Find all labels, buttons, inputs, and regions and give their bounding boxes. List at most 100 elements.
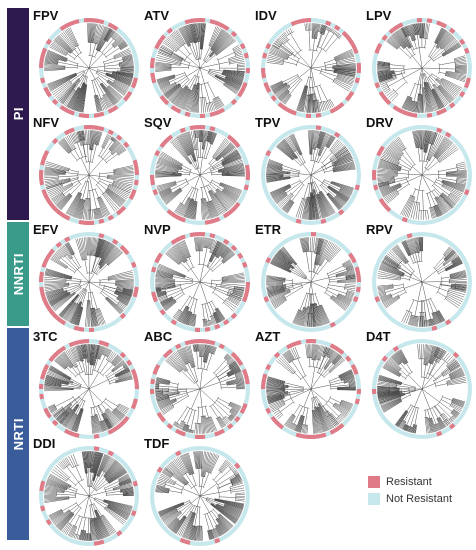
resistant-segment <box>226 209 234 216</box>
resistant-segment <box>111 105 119 112</box>
resistant-segment <box>41 261 48 268</box>
resistant-segment <box>132 373 138 380</box>
resistant-segment <box>374 82 381 89</box>
resistant-segment <box>133 164 139 171</box>
resistant-segment <box>378 197 385 205</box>
resistant-segment <box>111 24 119 31</box>
resistant-segment <box>329 428 336 435</box>
resistant-segment <box>48 308 55 316</box>
resistant-segment <box>55 348 63 355</box>
tree-branches <box>266 237 356 327</box>
resistant-segment <box>337 209 345 216</box>
resistant-segment <box>159 308 166 316</box>
phylogenetic-tree <box>150 232 250 332</box>
group-label-nnrti: NNRTI <box>10 252 26 296</box>
resistant-segment <box>345 355 352 363</box>
resistant-segment <box>184 539 191 545</box>
resistant-segment <box>392 345 400 352</box>
resistant-segment <box>243 184 249 191</box>
tree-panel-ddi: DDI <box>33 436 143 548</box>
resistant-segment <box>166 423 174 430</box>
resistant-segment <box>43 193 50 200</box>
resistant-segment <box>45 518 52 526</box>
resistant-segment <box>273 419 281 427</box>
resistant-segment <box>234 201 241 209</box>
resistant-segment <box>162 351 170 359</box>
resistant-segment <box>459 38 466 46</box>
resistant-segment <box>381 34 388 42</box>
resistant-segment <box>43 86 50 93</box>
resistant-segment <box>51 205 59 213</box>
resistant-segment <box>107 22 114 29</box>
resistant-segment <box>119 312 127 320</box>
resistant-segment <box>241 261 248 268</box>
resistant-segment <box>119 419 127 427</box>
tree-branches <box>44 23 134 113</box>
resistant-segment <box>170 319 178 326</box>
resistant-segment <box>39 286 45 293</box>
resistant-segment <box>239 43 246 50</box>
resistant-segment <box>300 433 307 439</box>
resistant-segment <box>68 20 75 27</box>
resistant-segment <box>154 257 161 264</box>
resistant-segment <box>39 179 45 186</box>
resistant-segment <box>55 241 63 248</box>
resistant-segment <box>329 321 336 328</box>
resistant-segment <box>150 57 156 64</box>
resistant-segment <box>93 446 100 452</box>
resistant-segment <box>392 24 400 31</box>
resistant-segment <box>261 378 267 385</box>
resistant-segment <box>189 232 196 238</box>
resistant-segment <box>159 141 166 149</box>
resistant-segment <box>277 423 285 430</box>
resistant-segment <box>209 218 216 224</box>
tree-branches <box>377 130 467 220</box>
resistant-segment <box>98 19 105 25</box>
resistant-segment <box>286 107 293 114</box>
resistant-segment <box>133 378 139 385</box>
resistant-segment <box>350 364 357 371</box>
resistant-segment <box>286 343 293 350</box>
resistant-segment <box>179 127 186 134</box>
resistant-segment <box>241 368 248 375</box>
resistant-segment <box>43 300 50 307</box>
resistant-segment <box>43 364 50 371</box>
resistant-segment <box>45 252 52 260</box>
resistant-segment <box>401 216 408 223</box>
resistant-segment <box>237 359 244 367</box>
resistant-segment <box>166 27 174 34</box>
resistant-segment <box>325 20 332 27</box>
tree-panel-nvp: NVP <box>144 222 254 334</box>
tree-panel-tpv: TPV <box>255 115 365 227</box>
resistant-segment <box>270 415 277 423</box>
resistant-segment <box>237 252 244 260</box>
resistant-segment <box>126 90 133 98</box>
resistant-segment <box>184 19 191 25</box>
resistant-segment <box>265 150 272 157</box>
tree-branches <box>155 130 245 220</box>
resistant-segment <box>45 411 52 419</box>
resistant-segment <box>333 345 341 352</box>
resistant-segment <box>151 291 157 298</box>
panel-label: IDV <box>255 8 277 23</box>
resistant-segment <box>214 537 221 544</box>
panel-label: ETR <box>255 222 281 237</box>
resistant-segment <box>234 415 241 423</box>
resistant-segment <box>448 102 456 109</box>
tree-panel-3tc: 3TC <box>33 329 143 441</box>
panel-label: DDI <box>33 436 56 451</box>
panel-label: 3TC <box>33 329 58 344</box>
resistant-segment <box>132 291 138 298</box>
resistant-segment <box>98 218 105 224</box>
resistant-segment <box>230 312 238 320</box>
panel-label: NFV <box>33 115 59 130</box>
resistant-segment <box>440 107 447 114</box>
tree-panel-lpv: LPV <box>366 8 476 120</box>
resistant-segment <box>189 125 196 131</box>
tree-panel-tdf: TDF <box>144 436 254 548</box>
phylogenetic-tree <box>39 232 139 332</box>
legend-item-resistant: Resistant <box>368 473 452 490</box>
resistant-segment <box>98 126 105 132</box>
resistant-segment <box>265 364 272 371</box>
resistant-segment <box>354 77 360 84</box>
